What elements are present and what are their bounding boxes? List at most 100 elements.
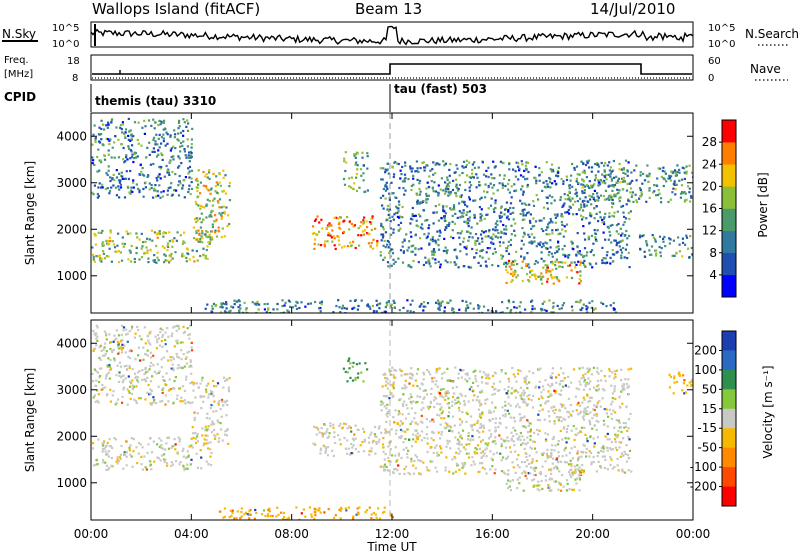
power-cell — [635, 199, 638, 202]
velocity-cell — [143, 378, 146, 381]
velocity-cell — [93, 464, 96, 467]
power-cell — [545, 242, 549, 245]
power-cell — [522, 212, 525, 215]
power-cell — [451, 309, 454, 312]
velocity-cell — [575, 427, 578, 430]
power-cell — [140, 247, 143, 250]
power-cell — [669, 198, 672, 201]
velocity-cell — [613, 385, 616, 388]
power-cell — [522, 243, 525, 246]
power-cell — [124, 128, 128, 131]
velocity-cell — [161, 375, 165, 378]
velocity-cell — [148, 368, 151, 371]
power-cell — [487, 309, 490, 312]
power-cell — [572, 213, 575, 216]
power-cell — [575, 254, 578, 257]
power-cell — [576, 300, 579, 303]
velocity-cell — [170, 464, 173, 467]
power-cell — [152, 118, 155, 121]
power-cell — [648, 249, 651, 252]
power-cell — [163, 253, 166, 256]
power-cell — [162, 128, 165, 131]
velocity-cell — [321, 435, 324, 438]
power-cell — [603, 164, 606, 167]
power-cell — [568, 184, 571, 187]
power-cell — [416, 202, 419, 205]
velocity-cell — [433, 376, 436, 379]
power-cell — [582, 303, 585, 306]
power-cell — [153, 259, 156, 262]
velocity-cell — [154, 335, 157, 338]
power-cell — [384, 168, 387, 171]
power-cell — [606, 261, 609, 264]
velocity-cell — [101, 383, 104, 387]
power-cell — [618, 162, 621, 166]
velocity-cell — [528, 462, 531, 465]
velocity-cell — [526, 436, 529, 439]
power-cell — [458, 210, 461, 213]
velocity-cell — [555, 381, 558, 384]
power-cell — [593, 189, 596, 192]
power-cell — [154, 140, 157, 143]
velocity-cell — [549, 385, 552, 388]
power-cell — [681, 255, 684, 258]
power-cell — [177, 127, 180, 130]
power-cell — [609, 172, 612, 175]
power-cell — [281, 305, 284, 308]
power-cell — [452, 236, 455, 240]
velocity-cell — [358, 362, 361, 365]
power-cell — [318, 221, 321, 224]
power-cell — [390, 303, 393, 306]
power-cell — [534, 177, 537, 180]
power-cell — [540, 219, 543, 222]
velocity-cell — [435, 444, 438, 447]
power-cell — [466, 230, 469, 233]
velocity-cell — [96, 399, 99, 402]
power-cell — [148, 182, 151, 185]
velocity-cell — [571, 473, 574, 476]
power-cell — [378, 307, 381, 310]
power-cell — [608, 184, 611, 187]
power-cell — [433, 253, 436, 257]
velocity-cell — [135, 446, 138, 449]
velocity-cell — [173, 438, 176, 441]
velocity-cell — [393, 368, 396, 371]
power-cell — [218, 173, 221, 176]
power-cell — [388, 198, 391, 202]
power-cell — [118, 181, 121, 184]
velocity-cell — [494, 387, 497, 390]
velocity-cell — [420, 439, 423, 442]
velocity-cell — [151, 375, 154, 378]
velocity-cell — [436, 470, 439, 473]
velocity-cell — [491, 417, 494, 420]
velocity-cell — [610, 384, 613, 387]
power-cell — [425, 192, 428, 195]
power-cell — [672, 239, 675, 242]
power-cell — [414, 170, 417, 173]
power-cell — [492, 160, 495, 163]
power-cell — [295, 300, 298, 303]
velocity-cell — [163, 460, 166, 464]
velocity-cell — [524, 401, 527, 404]
velocity-cell — [567, 375, 570, 378]
velocity-cell — [139, 443, 142, 446]
power-cell — [496, 220, 499, 223]
power-cell — [660, 197, 663, 200]
power-cell — [127, 145, 130, 148]
power-cell — [453, 222, 457, 225]
velocity-cell — [505, 392, 508, 395]
power-cell — [158, 119, 161, 122]
power-cell — [131, 190, 134, 193]
velocity-cell — [184, 357, 187, 360]
power-cell — [206, 230, 209, 234]
power-cell — [509, 206, 512, 210]
power-cell — [471, 175, 474, 178]
power-cell — [412, 177, 415, 180]
power-cell — [418, 187, 421, 191]
power-ytick-label: 2000 — [56, 222, 87, 236]
velocity-cell — [156, 456, 159, 459]
power-cell — [158, 146, 161, 149]
power-cell — [638, 197, 641, 200]
power-cell — [492, 228, 495, 231]
power-cell — [170, 155, 173, 159]
